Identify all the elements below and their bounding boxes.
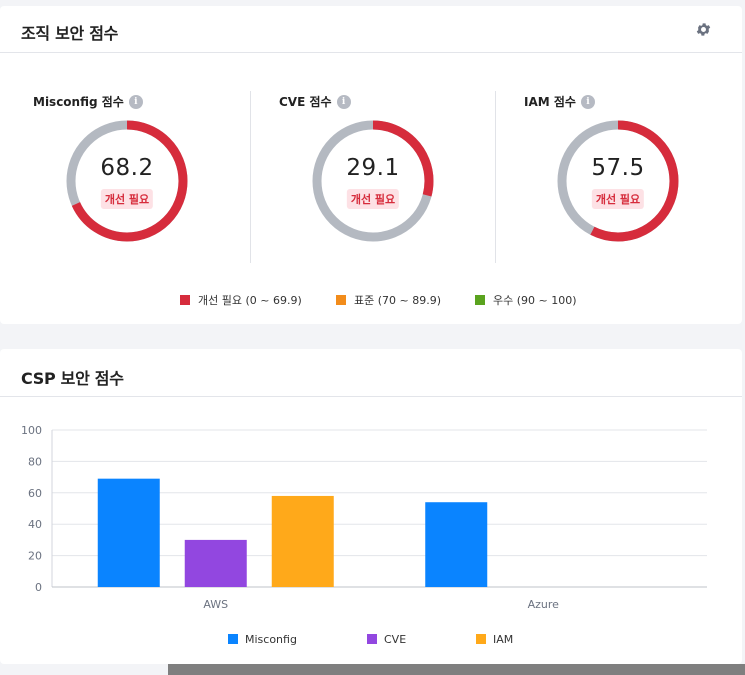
- score-range-legend: 개선 필요 (0 ~ 69.9) 표준 (70 ~ 89.9) 우수 (90 ~…: [0, 292, 742, 308]
- misconfig-score-panel: Misconfig 점수 i 68.2 개선 필요: [0, 53, 245, 273]
- bar-misconfig-azure: [425, 502, 488, 587]
- cve-donut-chart: [312, 120, 434, 242]
- status-badge: 개선 필요: [346, 189, 400, 209]
- cve-score-value: 29.1: [346, 155, 400, 181]
- legend-label: 우수 (90 ~ 100): [493, 294, 577, 307]
- legend-label-misconfig: Misconfig: [245, 633, 297, 646]
- column-divider: [495, 91, 496, 263]
- csp-bar-chart: 100 80 60 40 20 0 AWS Azure Misconfig CVE IAM: [21, 424, 707, 646]
- y-tick-label: 0: [35, 581, 42, 594]
- misconfig-score-label: Misconfig 점수 i: [33, 93, 143, 110]
- x-tick-label: Azure: [528, 598, 560, 611]
- legend-swatch: [367, 634, 377, 644]
- y-tick-label: 20: [28, 550, 42, 563]
- y-tick-label: 80: [28, 455, 42, 468]
- csp-security-score-card: CSP 보안 점수 100 80 60 40 20 0 AWS Azure Misconfig C…: [0, 349, 742, 664]
- legend-swatch: [180, 295, 190, 305]
- status-badge: 개선 필요: [591, 189, 645, 209]
- info-icon[interactable]: i: [336, 94, 351, 109]
- legend-swatch: [475, 295, 485, 305]
- legend-item-standard[interactable]: 표준 (70 ~ 89.9): [336, 292, 441, 308]
- legend-swatch: [336, 295, 346, 305]
- donut-score-arc: [66, 120, 188, 242]
- misconfig-score-title: Misconfig 점수: [33, 95, 124, 109]
- iam-score-label: IAM 점수 i: [524, 93, 595, 110]
- org-card-title: 조직 보안 점수: [21, 24, 119, 43]
- org-security-score-card: 조직 보안 점수 Misconfig 점수 i 68.2 개선 필요 CVE 점…: [0, 6, 742, 324]
- legend-label-iam: IAM: [493, 633, 513, 646]
- bar-cve-aws: [184, 539, 247, 587]
- iam-score-title: IAM 점수: [524, 95, 576, 109]
- org-card-header: 조직 보안 점수: [0, 6, 742, 53]
- legend-swatch: [228, 634, 238, 644]
- cve-donut: 29.1 개선 필요: [311, 119, 435, 243]
- info-icon[interactable]: i: [580, 94, 595, 109]
- y-tick-label: 60: [28, 487, 42, 500]
- status-badge: 개선 필요: [100, 189, 154, 209]
- iam-score-panel: IAM 점수 i 57.5 개선 필요: [495, 53, 740, 273]
- donut-score-arc: [557, 120, 679, 242]
- x-tick-label: AWS: [203, 598, 228, 611]
- iam-score-value: 57.5: [591, 155, 645, 181]
- column-divider: [250, 91, 251, 263]
- horizontal-scrollbar[interactable]: [168, 664, 745, 675]
- legend-swatch: [476, 634, 486, 644]
- misconfig-donut: 68.2 개선 필요: [65, 119, 189, 243]
- donut-score-arc: [312, 120, 434, 242]
- y-tick-label: 40: [28, 518, 42, 531]
- legend-label: 개선 필요 (0 ~ 69.9): [198, 294, 302, 307]
- legend-label-cve: CVE: [384, 633, 406, 646]
- csp-card-header: CSP 보안 점수: [0, 349, 742, 397]
- cve-score-label: CVE 점수 i: [279, 93, 351, 110]
- legend-item-needs-improvement[interactable]: 개선 필요 (0 ~ 69.9): [180, 292, 302, 308]
- cve-score-title: CVE 점수: [279, 95, 332, 109]
- gear-icon[interactable]: [695, 21, 712, 38]
- y-tick-label: 100: [21, 424, 42, 437]
- csp-card-title: CSP 보안 점수: [21, 369, 124, 388]
- legend-item-excellent[interactable]: 우수 (90 ~ 100): [475, 292, 577, 308]
- info-icon[interactable]: i: [128, 94, 143, 109]
- bar-iam-aws: [271, 495, 334, 587]
- iam-donut-chart: [557, 120, 679, 242]
- cve-score-panel: CVE 점수 i 29.1 개선 필요: [250, 53, 495, 273]
- bar-misconfig-aws: [97, 478, 160, 587]
- iam-donut: 57.5 개선 필요: [556, 119, 680, 243]
- misconfig-score-value: 68.2: [100, 155, 154, 181]
- misconfig-donut-chart: [66, 120, 188, 242]
- legend-label: 표준 (70 ~ 89.9): [354, 294, 442, 307]
